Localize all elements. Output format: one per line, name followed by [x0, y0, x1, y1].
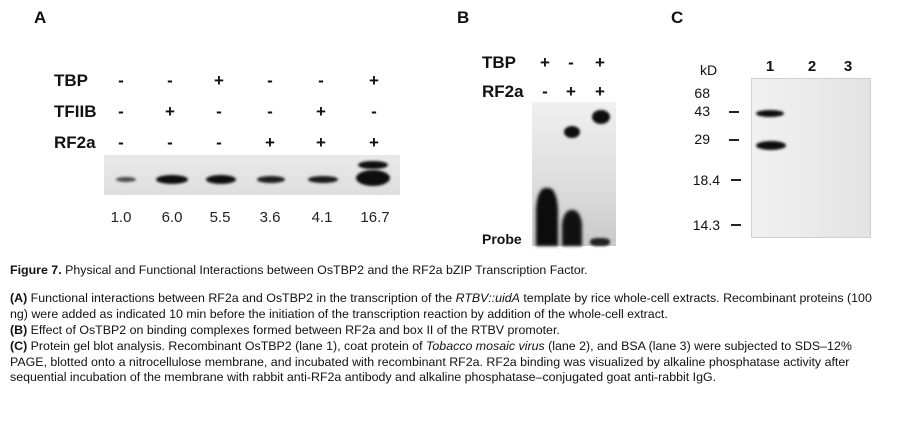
panel-a-sign: -	[318, 71, 324, 90]
panel-a-sign: +	[214, 71, 224, 90]
panel-b-sign: +	[540, 53, 550, 72]
figure-title: Physical and Functional Interactions bet…	[65, 263, 588, 277]
gel-band	[308, 176, 338, 183]
panel-a-quant-value: 3.6	[259, 209, 281, 226]
panel-b-sign: -	[568, 53, 574, 72]
panel-c-lane-number: 1	[765, 58, 775, 75]
panel-a-sign: +	[316, 133, 326, 152]
panel-a-quant-value: 1.0	[110, 209, 132, 226]
gel-band	[756, 141, 786, 150]
panel-c-blot-image	[751, 78, 871, 238]
gel-band	[536, 188, 558, 246]
caption-a-text: template by rice whole-cell extracts. Re…	[10, 291, 872, 321]
panel-c-marker-tick	[729, 139, 739, 141]
panel-a-sign: +	[265, 133, 275, 152]
panel-a-sign: -	[216, 102, 222, 121]
caption-b-text: Effect of OsTBP2 on binding complexes fo…	[30, 323, 560, 337]
caption-c-text: Protein gel blot analysis. Recombinant O…	[30, 339, 426, 353]
caption-c-italic: Tobacco mosaic virus	[425, 339, 545, 353]
panel-c-letter: C	[671, 8, 684, 27]
caption-b-label: (B)	[10, 323, 28, 337]
gel-band	[116, 177, 136, 182]
panel-a-quant-value: 4.1	[311, 209, 333, 226]
caption-a-label: (A)	[10, 291, 28, 305]
panel-a-sign: -	[118, 133, 124, 152]
panel-a-sign: +	[316, 102, 326, 121]
caption-part-c: (C) Protein gel blot analysis. Recombina…	[10, 339, 892, 386]
caption-c-text: (lane 2), and BSA (lane 3) were subjecte…	[10, 339, 852, 385]
panel-c-marker-label: 29	[694, 131, 710, 147]
panel-b-sign: +	[595, 82, 605, 101]
gel-band	[756, 110, 784, 117]
panel-c-unit-label: kD	[700, 62, 718, 78]
panel-b-sign: +	[566, 82, 576, 101]
panel-b-row-label-rf2a: RF2a	[482, 82, 524, 101]
panel-c-lane-number: 2	[807, 58, 817, 75]
panel-a-letter: A	[34, 8, 47, 27]
gel-band	[358, 161, 388, 169]
panel-a-sign: -	[118, 71, 124, 90]
panel-a-sign: -	[267, 102, 273, 121]
panel-b-sign: -	[542, 82, 548, 101]
gel-band	[562, 210, 582, 246]
panel-a-row-label-tbp: TBP	[54, 71, 88, 90]
panel-b-sign: +	[595, 53, 605, 72]
panel-c-marker-label: 18.4	[692, 172, 720, 188]
panel-a-row-label-rf2a: RF2a	[54, 133, 96, 152]
panel-a-sign: -	[118, 102, 124, 121]
panel-c-marker-label: 14.3	[692, 217, 720, 233]
figure-label: Figure 7.	[10, 263, 62, 277]
panel-b-gel-image	[532, 102, 616, 246]
panel-c-marker-tick	[731, 224, 741, 226]
panel-c-marker-label: 68	[694, 85, 710, 101]
gel-band	[590, 238, 610, 246]
panel-a-quant-value: 16.7	[360, 209, 390, 226]
figure-caption-title: Figure 7. Physical and Functional Intera…	[10, 263, 892, 279]
panel-a-row-label-tfiib: TFIIB	[54, 102, 97, 121]
panel-a-sign: -	[167, 71, 173, 90]
panel-a-sign: +	[165, 102, 175, 121]
gel-band	[356, 170, 390, 186]
caption-a-italic: RTBV::uidA	[455, 291, 520, 305]
panel-a-sign: -	[267, 71, 273, 90]
gel-band	[592, 110, 610, 124]
panel-c-marker-label: 43	[694, 103, 710, 119]
panel-c-lane-number: 3	[843, 58, 853, 75]
gel-band	[257, 176, 285, 183]
panel-a-gel-image	[104, 155, 400, 195]
panel-a-quant-value: 6.0	[161, 209, 183, 226]
panel-c-marker-tick	[731, 179, 741, 181]
panel-a-sign: +	[369, 133, 379, 152]
panel-a-sign: -	[371, 102, 377, 121]
panel-b-probe-label: Probe	[482, 231, 522, 247]
caption-part-a: (A) Functional interactions between RF2a…	[10, 291, 892, 322]
panel-a-sign: -	[216, 133, 222, 152]
gel-band	[156, 175, 188, 184]
panel-a-sign: -	[167, 133, 173, 152]
caption-a-text: Functional interactions between RF2a and…	[30, 291, 456, 305]
panel-a-quant-value: 5.5	[209, 209, 231, 226]
caption-part-b: (B) Effect of OsTBP2 on binding complexe…	[10, 323, 892, 339]
panel-b-row-label-tbp: TBP	[482, 53, 516, 72]
gel-band	[564, 126, 580, 138]
gel-band	[206, 175, 236, 184]
panel-b-letter: B	[457, 8, 470, 27]
panel-a-sign: +	[369, 71, 379, 90]
caption-c-label: (C)	[10, 339, 28, 353]
panel-c-marker-tick	[729, 111, 739, 113]
